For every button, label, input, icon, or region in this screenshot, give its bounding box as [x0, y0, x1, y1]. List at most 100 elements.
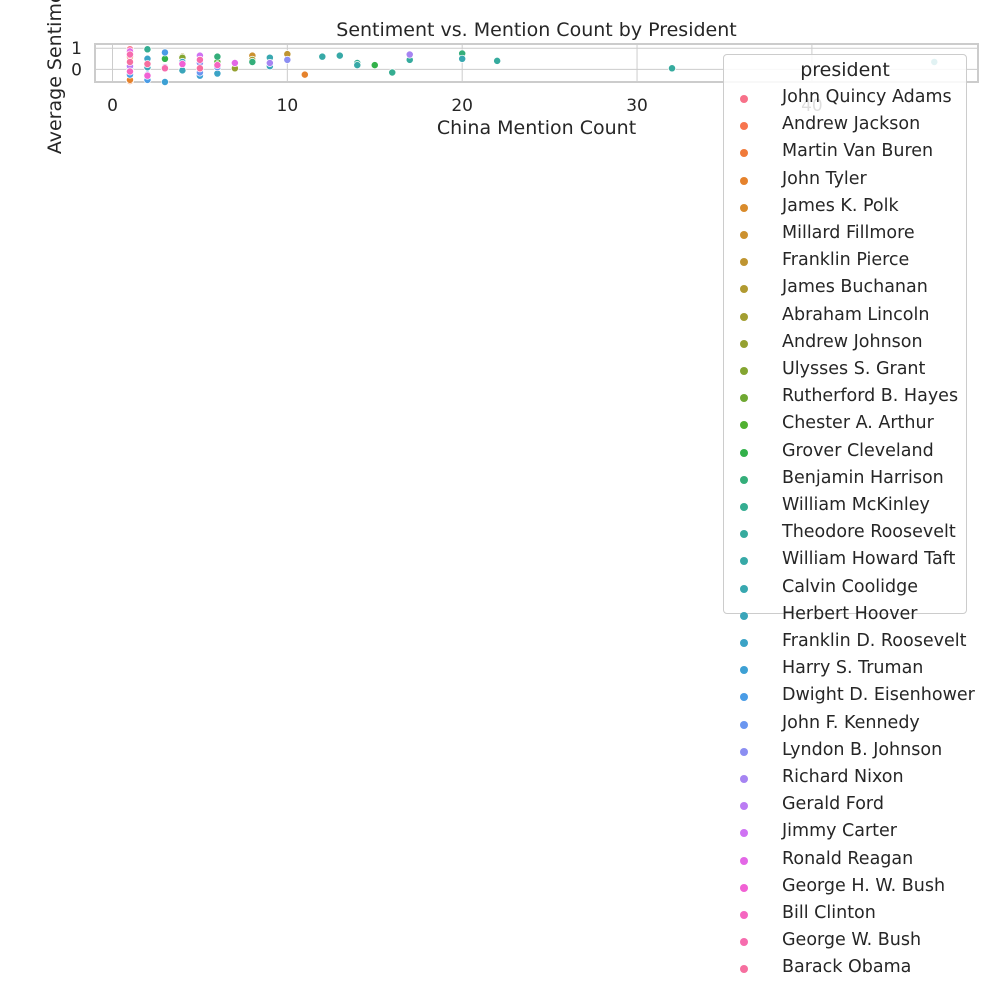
data-point	[265, 59, 274, 67]
legend-marker	[740, 421, 748, 430]
legend-label: Ulysses S. Grant	[782, 359, 926, 379]
data-point	[143, 45, 152, 54]
legend-label: Richard Nixon	[782, 767, 904, 787]
legend-item: Barack Obama	[724, 957, 966, 981]
legend-label: Calvin Coolidge	[782, 576, 919, 597]
legend-marker	[740, 747, 748, 756]
legend-item: Rutherford B. Hayes	[724, 386, 966, 410]
data-point	[143, 71, 152, 80]
legend-item: Andrew Johnson	[724, 332, 966, 356]
legend-marker	[740, 557, 748, 566]
legend-label: Theodore Roosevelt	[782, 522, 956, 543]
legend-label: Rutherford B. Hayes	[782, 386, 959, 407]
legend-marker	[740, 802, 748, 811]
data-point	[493, 56, 502, 65]
legend-marker	[740, 367, 748, 375]
legend-label: Andrew Johnson	[782, 331, 923, 352]
legend-marker	[740, 503, 748, 511]
data-point	[126, 67, 134, 76]
data-point	[230, 59, 239, 67]
legend-marker	[740, 285, 748, 294]
legend-marker	[740, 176, 748, 185]
legend-label: Harry S. Truman	[782, 658, 924, 679]
legend-item: Martin Van Buren	[724, 141, 966, 165]
legend-item: Grover Cleveland	[724, 441, 966, 465]
legend-item: Lyndon B. Johnson	[724, 740, 966, 764]
legend-marker	[740, 448, 748, 457]
legend-marker	[740, 720, 748, 729]
legend-marker	[740, 666, 748, 675]
legend-item: William Howard Taft	[724, 549, 966, 573]
data-point	[195, 64, 204, 73]
data-point	[335, 51, 344, 60]
x-tick-label: 30	[626, 96, 648, 116]
legend-label: Lyndon B. Johnson	[782, 739, 943, 760]
legend-marker	[740, 203, 748, 212]
data-point	[248, 57, 257, 66]
data-point	[160, 48, 169, 57]
legend-label: Chester A. Arthur	[782, 413, 934, 434]
legend-item: John Tyler	[724, 169, 966, 193]
legend-marker	[740, 965, 748, 974]
legend-marker	[740, 584, 748, 593]
legend-label: Dwight D. Eisenhower	[782, 685, 975, 706]
legend-marker	[740, 883, 748, 892]
chart-title: Sentiment vs. Mention Count by President	[336, 19, 736, 41]
legend-item: Richard Nixon	[724, 767, 966, 791]
legend-item: Jimmy Carter	[724, 821, 966, 845]
legend-item: Theodore Roosevelt	[724, 522, 966, 546]
legend-label: Millard Fillmore	[782, 223, 915, 243]
legend-item: Gerald Ford	[724, 794, 966, 818]
data-point	[126, 57, 134, 66]
x-tick-label: 0	[107, 96, 118, 116]
legend-label: John F. Kennedy	[782, 712, 920, 733]
y-axis-label: Average Sentiment	[44, 0, 66, 154]
legend-label: Barack Obama	[782, 957, 912, 978]
legend-item: Harry S. Truman	[724, 658, 966, 682]
data-point	[300, 70, 309, 79]
legend-label: James K. Polk	[782, 195, 899, 216]
data-point	[213, 61, 222, 70]
data-point	[195, 55, 204, 64]
legend-item: Andrew Jackson	[724, 114, 966, 138]
legend-label: George H. W. Bush	[782, 875, 946, 896]
legend-item: James Buchanan	[724, 277, 966, 301]
legend-label: John Tyler	[782, 168, 867, 189]
data-point	[668, 64, 676, 73]
x-tick-label: 20	[451, 96, 473, 116]
legend-marker	[740, 856, 748, 865]
legend-marker	[740, 339, 748, 348]
data-point	[370, 61, 379, 70]
legend-marker	[740, 312, 748, 321]
legend-item: Abraham Lincoln	[724, 305, 966, 329]
legend-marker	[740, 938, 748, 947]
data-point	[178, 60, 187, 69]
data-point	[160, 64, 169, 73]
legend-label: James Buchanan	[782, 277, 928, 298]
legend-item: James K. Polk	[724, 196, 966, 220]
legend-marker	[740, 639, 748, 647]
data-point	[388, 68, 397, 77]
data-point	[160, 78, 169, 86]
legend-label: George W. Bush	[782, 930, 922, 951]
legend-label: Franklin D. Roosevelt	[782, 631, 967, 651]
legend-label: Martin Van Buren	[782, 141, 934, 162]
legend-marker	[740, 775, 748, 783]
legend-item: John Quincy Adams	[724, 87, 966, 111]
legend-item: Dwight D. Eisenhower	[724, 685, 975, 709]
data-point	[405, 50, 414, 59]
legend-marker	[740, 530, 748, 539]
legend-marker	[740, 693, 748, 702]
legend-label: Abraham Lincoln	[782, 304, 930, 325]
legend-item: Chester A. Arthur	[724, 413, 966, 437]
data-point	[126, 50, 134, 59]
legend-item: Millard Fillmore	[724, 223, 966, 247]
legend-item: Herbert Hoover	[724, 604, 966, 628]
legend-marker	[740, 258, 748, 267]
legend-label: William McKinley	[782, 495, 930, 515]
legend-label: Herbert Hoover	[782, 603, 918, 624]
legend-marker	[740, 231, 748, 239]
legend-label: Gerald Ford	[782, 794, 884, 815]
legend-item: Franklin Pierce	[724, 250, 966, 274]
data-point	[318, 52, 327, 61]
